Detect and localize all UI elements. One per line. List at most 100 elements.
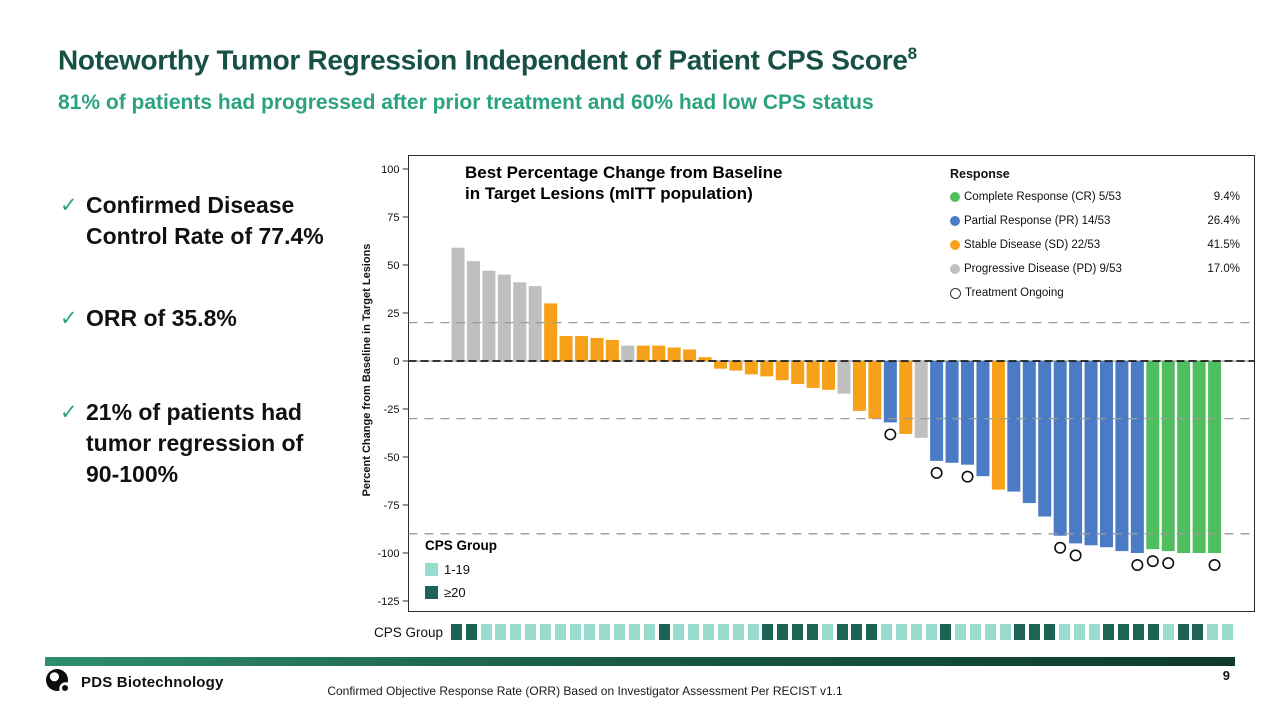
ongoing-marker — [1162, 557, 1175, 570]
response-legend-item: Partial Response (PR) 14/53 26.4% — [950, 209, 1240, 233]
cps-square-low — [747, 624, 759, 640]
cps-group-strip — [451, 624, 1237, 640]
cps-square-low — [554, 624, 566, 640]
legend-item-label: Partial Response (PR) 14/53 — [964, 215, 1111, 227]
bar-cr — [1146, 361, 1160, 550]
cps-square-high — [1103, 624, 1115, 640]
cps-square-high — [1133, 624, 1145, 640]
bar-pd — [528, 286, 542, 361]
cps-square-low — [881, 624, 893, 640]
cps-square-high — [851, 624, 863, 640]
cps-square-low — [1073, 624, 1085, 640]
chart-title: Best Percentage Change from Baseline in … — [465, 162, 782, 204]
cps-square-low — [969, 624, 981, 640]
chart-title-line1: Best Percentage Change from Baseline — [465, 163, 783, 182]
cps-square-high — [465, 624, 477, 640]
bar-pr — [961, 361, 975, 465]
bar-cr — [1161, 361, 1175, 552]
bar-sd — [806, 361, 820, 388]
legend-item-percentage: 41.5% — [1207, 239, 1240, 251]
cps-legend-label: 1-19 — [444, 562, 471, 577]
bar-sd — [729, 361, 743, 371]
bar-pd — [621, 345, 635, 361]
bar-sd — [991, 361, 1005, 490]
cps-square-high — [762, 624, 774, 640]
bar-pr — [1022, 361, 1036, 504]
bar-pd — [497, 274, 511, 361]
waterfall-chart: 100 75 50 25 0 -25 -50 -75 -100 -125 Percent Chan… — [355, 155, 1256, 612]
cps-square-high — [1177, 624, 1189, 640]
cps-legend-label: ≥20 — [444, 585, 466, 600]
footer-accent-bar — [45, 657, 1235, 666]
ongoing-marker — [930, 466, 943, 479]
checkmark-icon: ✓ — [60, 401, 78, 424]
bar-cr — [1192, 361, 1206, 553]
cps-square-high — [1118, 624, 1130, 640]
bar-pd — [482, 270, 496, 361]
bar-pr — [1069, 361, 1083, 544]
bullet-item: ✓ 21% of patients had tumor regression of… — [60, 397, 370, 490]
bar-pr — [1099, 361, 1113, 548]
bar-sd — [744, 361, 758, 375]
cps-square-low — [1222, 624, 1234, 640]
y-tick-label: 50 — [387, 260, 399, 272]
bar-sd — [652, 345, 666, 361]
y-tick-label: -100 — [377, 548, 399, 560]
y-tick-label: 75 — [387, 212, 399, 224]
bar-sd — [590, 337, 604, 361]
bar-sd — [544, 303, 558, 361]
ongoing-marker — [961, 470, 974, 483]
bar-pr — [1053, 361, 1067, 536]
cps-square-low — [539, 624, 551, 640]
cps-square-high — [451, 624, 462, 640]
legend-item-label: Complete Response (CR) 5/53 — [964, 191, 1122, 203]
cps-square-low — [703, 624, 715, 640]
cps-square-low — [732, 624, 744, 640]
bar-sd — [683, 349, 697, 361]
bar-sd — [559, 336, 573, 361]
cps-legend-item: ≥20 — [425, 581, 497, 604]
page-title-superscript: 8 — [907, 44, 917, 63]
bar-pr — [1130, 361, 1144, 553]
cps-square-low — [1162, 624, 1174, 640]
cps-square-high — [1192, 624, 1204, 640]
dot-icon — [950, 216, 960, 226]
cps-square-low — [925, 624, 937, 640]
cps-square-high — [777, 624, 789, 640]
cps-square-low — [910, 624, 922, 640]
y-tick-label: 100 — [381, 164, 399, 176]
bar-sd — [760, 361, 774, 377]
dot-icon — [950, 192, 960, 202]
y-tick-label: -25 — [384, 404, 400, 416]
bar-sd — [713, 361, 727, 369]
bar-pr — [930, 361, 944, 461]
cps-legend-title: CPS Group — [425, 538, 498, 553]
bar-pr — [1115, 361, 1129, 552]
ongoing-marker — [1131, 558, 1144, 571]
company-logo: PDS Biotechnology — [45, 668, 224, 696]
dot-icon — [950, 264, 960, 274]
bar-pd — [513, 282, 527, 361]
cps-square-low — [955, 624, 967, 640]
cps-square-low — [614, 624, 626, 640]
cps-square-low — [688, 624, 700, 640]
cps-square-low — [599, 624, 611, 640]
swatch-icon — [425, 563, 438, 576]
bar-pd — [466, 261, 480, 361]
response-legend-item: Complete Response (CR) 5/53 9.4% — [950, 185, 1240, 209]
bullet-text: 21% of patients had tumor regression of … — [86, 399, 304, 487]
cps-square-low — [569, 624, 581, 640]
page-title-text: Noteworthy Tumor Regression Independent … — [58, 44, 908, 76]
cps-square-high — [836, 624, 848, 640]
cps-square-low — [717, 624, 729, 640]
bar-sd — [636, 345, 650, 361]
cps-square-high — [1147, 624, 1159, 640]
bullet-item: ✓ Confirmed Disease Control Rate of 77.4% — [60, 190, 370, 252]
ongoing-marker — [884, 428, 897, 441]
pds-logo-icon — [46, 669, 72, 695]
chart-canvas: 100 75 50 25 0 -25 -50 -75 -100 -125 — [377, 155, 1255, 612]
bar-sd — [605, 339, 619, 361]
company-logo-text: PDS Biotechnology — [81, 673, 224, 691]
response-legend-title: Response — [950, 167, 1010, 181]
